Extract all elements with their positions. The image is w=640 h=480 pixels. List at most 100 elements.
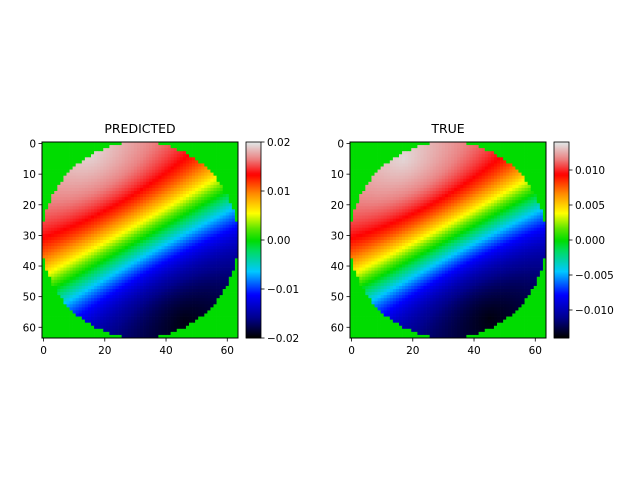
heatmap-cell [118,142,122,146]
heatmap-cell [198,233,202,238]
heatmap-cell [179,206,184,210]
heatmap-cell [176,273,181,278]
heatmap-cell [222,295,227,299]
heatmap-cell [170,148,175,152]
heatmap-cell [170,334,175,339]
heatmap-cell [386,169,391,173]
heatmap-cell [219,145,224,149]
heatmap-cell [164,184,168,189]
heatmap-cell [109,249,113,253]
heatmap-cell [45,148,49,152]
heatmap-cell [97,203,101,207]
heatmap-cell [124,252,129,256]
heatmap-cell [192,304,196,308]
heatmap-cell [109,240,113,244]
heatmap-cell [97,276,101,281]
heatmap-cell [81,218,86,222]
heatmap-cell [198,212,202,216]
heatmap-cell [182,145,187,149]
heatmap-cell [198,206,202,210]
heatmap-cell [115,181,119,186]
heatmap-cell [87,246,92,250]
heatmap-cell [118,295,122,299]
heatmap-cell [170,157,175,161]
heatmap-cell [389,160,394,164]
heatmap-cell [195,154,199,158]
heatmap-cell [210,221,214,226]
heatmap-cell [57,246,61,250]
heatmap-cell [179,191,184,195]
heatmap-cell [87,289,92,293]
heatmap-cell [133,285,138,290]
heatmap-cell [51,292,55,296]
heatmap-cell [130,145,135,149]
heatmap-cell [60,328,64,333]
heatmap-cell [170,264,175,268]
heatmap-cell [152,328,156,333]
heatmap-cell [167,148,171,152]
colorbar-segment [246,264,261,267]
heatmap-cell [207,331,211,336]
heatmap-cell [84,209,89,213]
heatmap-cell [69,209,73,213]
heatmap-cell [84,218,89,222]
heatmap-cell [521,172,525,177]
heatmap-cell [94,236,98,241]
heatmap-cell [167,292,171,296]
heatmap-cell [234,246,239,250]
heatmap-cell [45,163,49,167]
heatmap-cell [136,230,141,235]
heatmap-cell [170,322,175,327]
heatmap-cell [97,334,101,339]
heatmap-cell [234,273,239,278]
heatmap-cell [149,328,153,333]
colorbar-predicted: −0.02−0.010.000.010.02 [245,137,299,345]
heatmap-cell [155,331,159,336]
heatmap-cell [45,194,49,198]
heatmap-cell [158,209,162,213]
heatmap-cell [140,310,144,314]
heatmap-cell [189,252,193,256]
heatmap-cell [75,258,80,262]
heatmap-cell [179,325,184,330]
heatmap-cell [207,209,211,213]
heatmap-cell [75,157,80,161]
heatmap-cell [66,145,70,149]
heatmap-cell [97,212,101,216]
heatmap-cell [149,212,153,216]
heatmap-cell [213,181,217,186]
heatmap-cell [216,160,220,164]
heatmap-cell [63,151,67,155]
heatmap-cell [42,255,46,259]
heatmap-cell [100,264,104,268]
heatmap-cell [48,227,52,232]
heatmap-cell [133,301,138,305]
heatmap-cell [213,240,217,244]
heatmap-cell [176,148,181,152]
heatmap-cell [420,154,424,158]
heatmap-cell [481,142,486,146]
heatmap-cell [91,313,95,317]
heatmap-cell [97,267,101,271]
heatmap-cell [161,276,165,281]
heatmap-cell [54,273,58,278]
heatmap-cell [118,282,122,287]
heatmap-cell [234,224,239,229]
heatmap-cell [112,178,116,183]
heatmap-cell [121,218,126,222]
heatmap-cell [173,187,178,192]
heatmap-cell [155,264,159,268]
heatmap-cell [198,261,202,265]
heatmap-cell [536,151,541,155]
heatmap-cell [118,298,122,302]
heatmap-cell [219,163,224,167]
heatmap-cell [426,145,430,149]
heatmap-cell [533,160,538,164]
heatmap-cell [94,252,98,256]
heatmap-cell [48,142,52,146]
heatmap-cell [121,172,126,177]
heatmap-cell [170,249,175,253]
heatmap-cell [60,331,64,336]
heatmap-cell [91,282,95,287]
heatmap-cell [164,295,168,299]
